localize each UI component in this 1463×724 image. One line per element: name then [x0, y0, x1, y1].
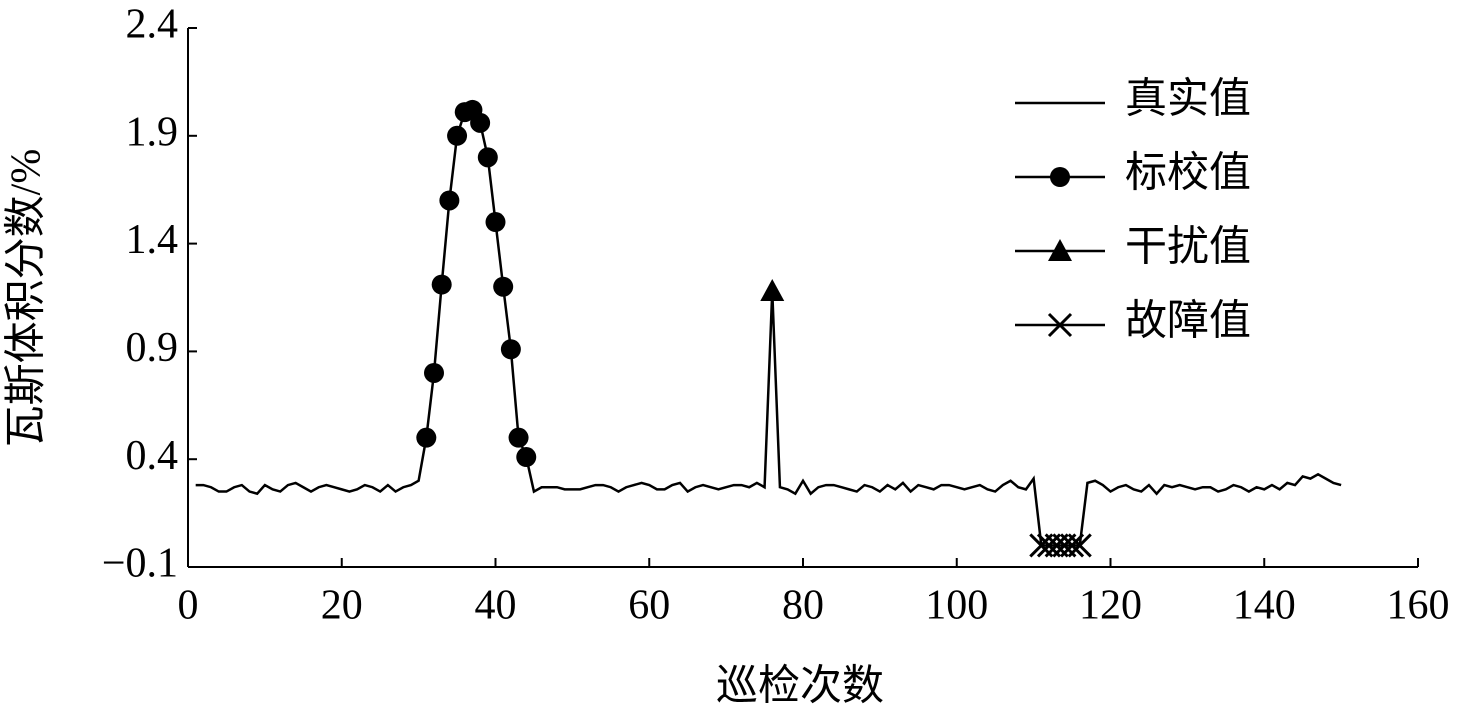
legend-label: 真实值 — [1125, 76, 1251, 123]
y-tick-label: −0.1 — [102, 541, 178, 587]
legend-marker — [1048, 239, 1072, 261]
x-axis-label: 巡检次数 — [716, 663, 884, 710]
x-tick-label: 20 — [321, 583, 363, 629]
data-point — [1067, 533, 1092, 558]
data-point — [500, 339, 521, 360]
y-tick-label: 0.9 — [126, 325, 179, 371]
data-point — [477, 147, 498, 168]
data-point — [424, 362, 444, 383]
x-tick-label: 100 — [925, 583, 988, 629]
x-tick-label: 140 — [1233, 583, 1296, 629]
x-tick-label: 60 — [628, 583, 670, 629]
y-tick-label: 0.4 — [126, 433, 179, 479]
legend-label: 干扰值 — [1125, 225, 1251, 271]
data-point — [508, 427, 529, 448]
data-point — [493, 276, 514, 297]
data-point — [470, 112, 491, 133]
data-point — [431, 274, 452, 295]
x-tick-label: 160 — [1387, 583, 1450, 629]
y-tick-label: 1.9 — [126, 109, 179, 155]
y-tick-label: 1.4 — [126, 217, 179, 263]
legend-label: 故障值 — [1125, 299, 1251, 345]
data-point — [416, 427, 437, 448]
x-tick-label: 0 — [178, 583, 199, 629]
x-tick-label: 120 — [1079, 583, 1142, 629]
data-point — [516, 447, 537, 468]
legend-marker — [1050, 167, 1070, 187]
data-point — [439, 190, 460, 211]
legend-label: 标校值 — [1125, 151, 1251, 197]
legend-marker — [1047, 312, 1073, 338]
data-line — [195, 108, 1342, 547]
data-point — [485, 212, 506, 233]
data-point — [1059, 533, 1085, 558]
x-tick-label: 40 — [475, 583, 517, 629]
data-point — [447, 125, 468, 146]
data-point — [760, 279, 785, 302]
y-axis-label: 瓦斯体积分数/% — [4, 149, 50, 448]
x-tick-label: 80 — [782, 583, 824, 629]
y-tick-label: 2.4 — [126, 2, 179, 48]
